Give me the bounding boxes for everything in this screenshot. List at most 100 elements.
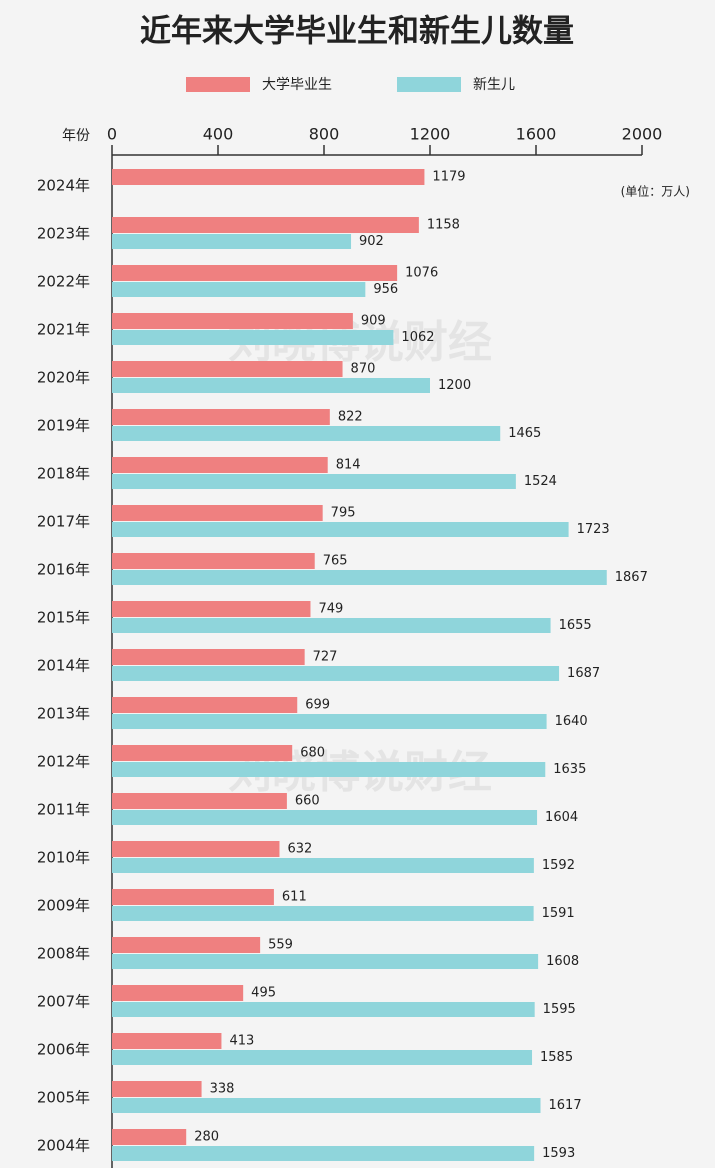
value-label: 699: [305, 698, 330, 713]
bar: [112, 457, 328, 473]
value-label: 632: [287, 842, 312, 857]
y-tick-label: 2008年: [37, 945, 90, 963]
bar: [112, 841, 280, 857]
bar: [112, 217, 419, 233]
y-tick-label: 2018年: [37, 465, 90, 483]
bar: [112, 937, 261, 953]
x-tick-label: 1200: [410, 125, 451, 144]
value-label: 1524: [524, 474, 557, 489]
y-tick-label: 2021年: [37, 321, 90, 339]
legend-label: 大学毕业生: [262, 77, 332, 93]
chart-title: 近年来大学毕业生和新生儿数量: [140, 14, 574, 50]
y-tick-label: 2006年: [37, 1041, 90, 1059]
value-label: 870: [351, 362, 376, 377]
bar: [112, 1129, 187, 1145]
bar: [112, 522, 569, 537]
value-label: 902: [359, 234, 384, 249]
value-label: 1867: [615, 570, 648, 585]
y-tick-label: 2011年: [37, 801, 90, 819]
value-label: 814: [336, 458, 361, 473]
value-label: 1465: [508, 426, 541, 441]
y-tick-label: 2019年: [37, 417, 90, 435]
y-tick-label: 2023年: [37, 225, 90, 243]
bar: [112, 858, 534, 873]
value-label: 1595: [543, 1002, 576, 1017]
y-tick-label: 2004年: [37, 1137, 90, 1155]
bar: [112, 265, 398, 281]
bar: [112, 553, 315, 569]
bar: [112, 505, 323, 521]
value-label: 956: [373, 282, 398, 297]
x-tick-label: 0: [107, 125, 117, 144]
bar: [112, 282, 366, 297]
bar: [112, 1033, 222, 1049]
y-tick-label: 2016年: [37, 561, 90, 579]
value-label: 1592: [542, 858, 575, 873]
bar: [112, 1098, 541, 1113]
value-label: 1640: [555, 714, 588, 729]
value-label: 680: [300, 746, 325, 761]
y-tick-label: 2005年: [37, 1089, 90, 1107]
legend-swatch: [186, 77, 250, 92]
y-tick-label: 2010年: [37, 849, 90, 867]
value-label: 1158: [427, 218, 460, 233]
y-tick-label: 2017年: [37, 513, 90, 531]
x-tick-label: 1600: [516, 125, 557, 144]
bar: [112, 666, 560, 681]
x-tick-label: 800: [309, 125, 340, 144]
bar: [112, 1146, 535, 1161]
value-label: 1179: [432, 170, 465, 185]
value-label: 1635: [553, 762, 586, 777]
value-label: 280: [194, 1130, 219, 1145]
value-label: 765: [323, 554, 348, 569]
value-label: 559: [268, 938, 293, 953]
value-label: 1655: [559, 618, 592, 633]
value-label: 727: [313, 650, 338, 665]
bar: [112, 889, 274, 905]
value-label: 1687: [567, 666, 600, 681]
unit-note: (单位：万人): [621, 184, 690, 199]
value-label: 1076: [405, 266, 438, 281]
bar: [112, 649, 305, 665]
legend-swatch: [397, 77, 461, 92]
bar: [112, 1081, 202, 1097]
bar: [112, 361, 343, 377]
value-label: 1200: [438, 378, 471, 393]
y-tick-label: 2022年: [37, 273, 90, 291]
value-label: 1062: [401, 330, 434, 345]
y-tick-label: 2020年: [37, 369, 90, 387]
bar: [112, 793, 287, 809]
bar: [112, 954, 539, 969]
bar: [112, 234, 352, 249]
legend-label: 新生儿: [473, 77, 515, 93]
bar: [112, 426, 501, 441]
bar: [112, 745, 293, 761]
value-label: 1604: [545, 810, 578, 825]
bar: [112, 810, 538, 825]
y-tick-label: 2007年: [37, 993, 90, 1011]
bar: [112, 985, 244, 1001]
y-axis-label: 年份: [62, 128, 90, 144]
y-tick-label: 2012年: [37, 753, 90, 771]
value-label: 1723: [577, 522, 610, 537]
value-label: 660: [295, 794, 320, 809]
value-label: 338: [210, 1082, 235, 1097]
value-label: 1617: [549, 1098, 582, 1113]
bar: [112, 1002, 535, 1017]
bar: [112, 906, 534, 921]
bar: [112, 330, 394, 345]
y-tick-label: 2024年: [37, 177, 90, 195]
value-label: 495: [251, 986, 276, 1001]
value-label: 1591: [542, 906, 575, 921]
bar: [112, 570, 607, 585]
bar: [112, 601, 311, 617]
bar: [112, 762, 546, 777]
bar: [112, 1050, 533, 1065]
bar: [112, 169, 425, 185]
value-label: 1608: [546, 954, 579, 969]
value-label: 909: [361, 314, 386, 329]
value-label: 1585: [540, 1050, 573, 1065]
y-tick-label: 2014年: [37, 657, 90, 675]
bar: [112, 618, 551, 633]
